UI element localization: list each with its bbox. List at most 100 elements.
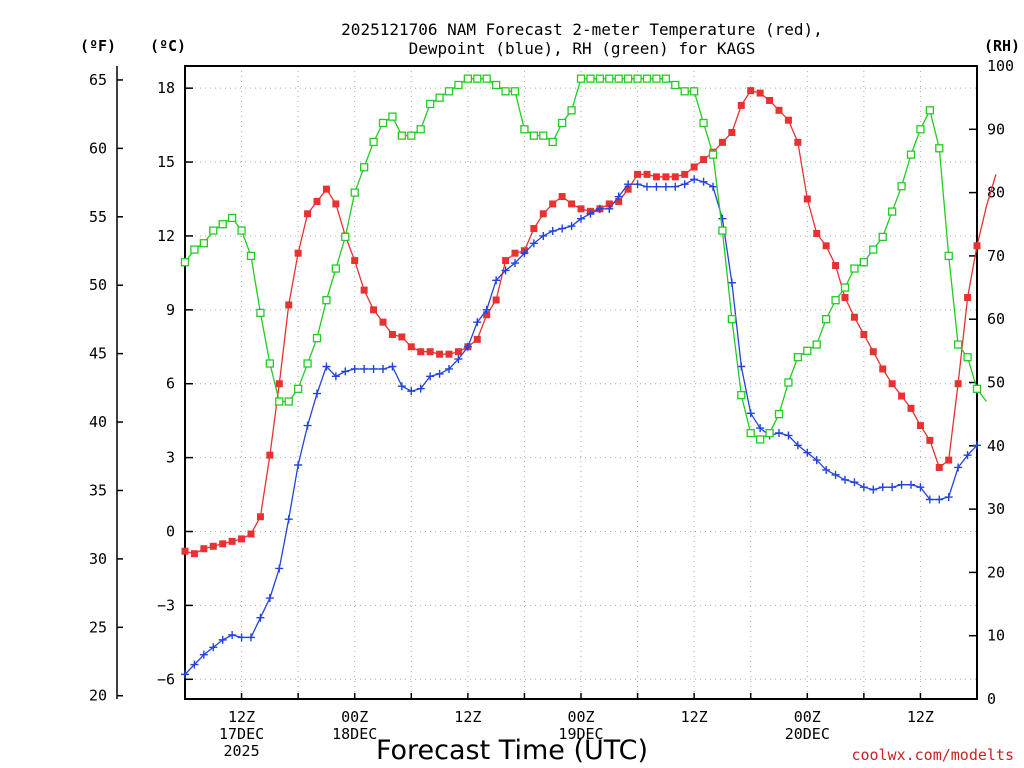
data-point (378, 118, 388, 128)
data-point (360, 364, 369, 373)
data-point (303, 421, 312, 430)
plot-frame (184, 65, 978, 700)
data-point (265, 359, 275, 368)
data-point (567, 222, 576, 231)
x-tick-label: 20DEC (785, 725, 830, 743)
celsius-tick-label: 15 (157, 153, 175, 171)
data-point (294, 461, 303, 470)
data-point (878, 232, 887, 242)
data-point (577, 205, 585, 213)
data-point (728, 129, 736, 137)
fahrenheit-tick-label: 50 (89, 276, 107, 294)
data-point (463, 74, 473, 83)
data-point (557, 118, 567, 128)
data-point (322, 362, 331, 371)
data-point (190, 550, 198, 558)
data-point (680, 180, 689, 189)
data-point (671, 80, 680, 90)
data-point (397, 131, 407, 140)
data-point (775, 428, 783, 437)
data-point (859, 483, 868, 492)
data-point (567, 106, 576, 115)
data-point (228, 630, 237, 639)
data-point (953, 340, 963, 349)
data-point (897, 182, 906, 191)
data-point (482, 74, 491, 83)
data-point (350, 188, 359, 197)
tick-labels: 20253035404550556065−6−30369121518010203… (89, 57, 1014, 760)
data-point (256, 513, 264, 521)
data-point (935, 495, 944, 504)
data-point (359, 163, 369, 172)
data-point (444, 87, 454, 96)
data-point (652, 74, 661, 83)
data-point (180, 258, 190, 267)
data-point (642, 74, 652, 83)
fahrenheit-tick-label: 25 (89, 618, 107, 636)
data-point (238, 535, 246, 543)
data-point (265, 594, 274, 603)
data-point (925, 106, 935, 115)
series-rh (180, 74, 987, 444)
data-point (879, 365, 887, 373)
rh-tick-label: 100 (987, 57, 1014, 75)
data-point (511, 259, 519, 268)
data-point (813, 229, 821, 237)
data-point (218, 220, 227, 229)
data-point (568, 200, 576, 208)
data-point (586, 209, 595, 218)
data-point (200, 545, 208, 553)
x-tick-label: 19DEC (558, 725, 603, 743)
data-point (624, 185, 632, 193)
data-point (652, 182, 661, 191)
data-point (416, 384, 425, 393)
celsius-tick-label: 3 (166, 449, 175, 467)
data-point (407, 387, 416, 396)
celsius-unit-label: (ºC) (150, 37, 186, 55)
x-tick-label: 2025 (224, 742, 260, 760)
data-point (907, 404, 915, 412)
x-tick-label: 12Z (907, 708, 934, 726)
data-point (737, 391, 746, 400)
data-point (332, 200, 340, 208)
data-point (266, 451, 274, 459)
data-point (944, 251, 953, 261)
data-point (973, 441, 981, 450)
data-point (803, 195, 811, 203)
data-point (681, 170, 689, 178)
data-point (935, 144, 944, 153)
data-point (473, 318, 482, 327)
data-point (397, 382, 406, 391)
data-point (369, 364, 378, 373)
data-point (529, 131, 539, 140)
data-point (869, 348, 877, 356)
data-point (199, 650, 208, 659)
data-point (520, 249, 529, 258)
data-point (304, 210, 312, 218)
data-point (350, 364, 359, 373)
data-point (558, 193, 566, 201)
data-point (595, 204, 604, 213)
data-point (407, 343, 415, 351)
data-point (888, 380, 896, 388)
grid-lines (185, 66, 977, 699)
data-point (303, 359, 312, 368)
data-point (690, 175, 699, 184)
data-point (454, 80, 463, 90)
data-point (209, 643, 218, 652)
data-point (379, 318, 387, 326)
data-point (954, 463, 963, 472)
data-series (180, 74, 997, 679)
data-point (398, 333, 406, 341)
data-point (737, 362, 746, 371)
celsius-tick-label: 9 (166, 301, 175, 319)
x-axis-label: Forecast Time (UTC) (376, 735, 648, 766)
data-point (341, 232, 350, 242)
x-tick-label: 00Z (567, 708, 594, 726)
data-point (275, 564, 284, 573)
data-point (793, 441, 802, 450)
fahrenheit-tick-label: 65 (89, 71, 107, 89)
x-tick-label: 00Z (341, 708, 368, 726)
data-point (784, 431, 793, 440)
